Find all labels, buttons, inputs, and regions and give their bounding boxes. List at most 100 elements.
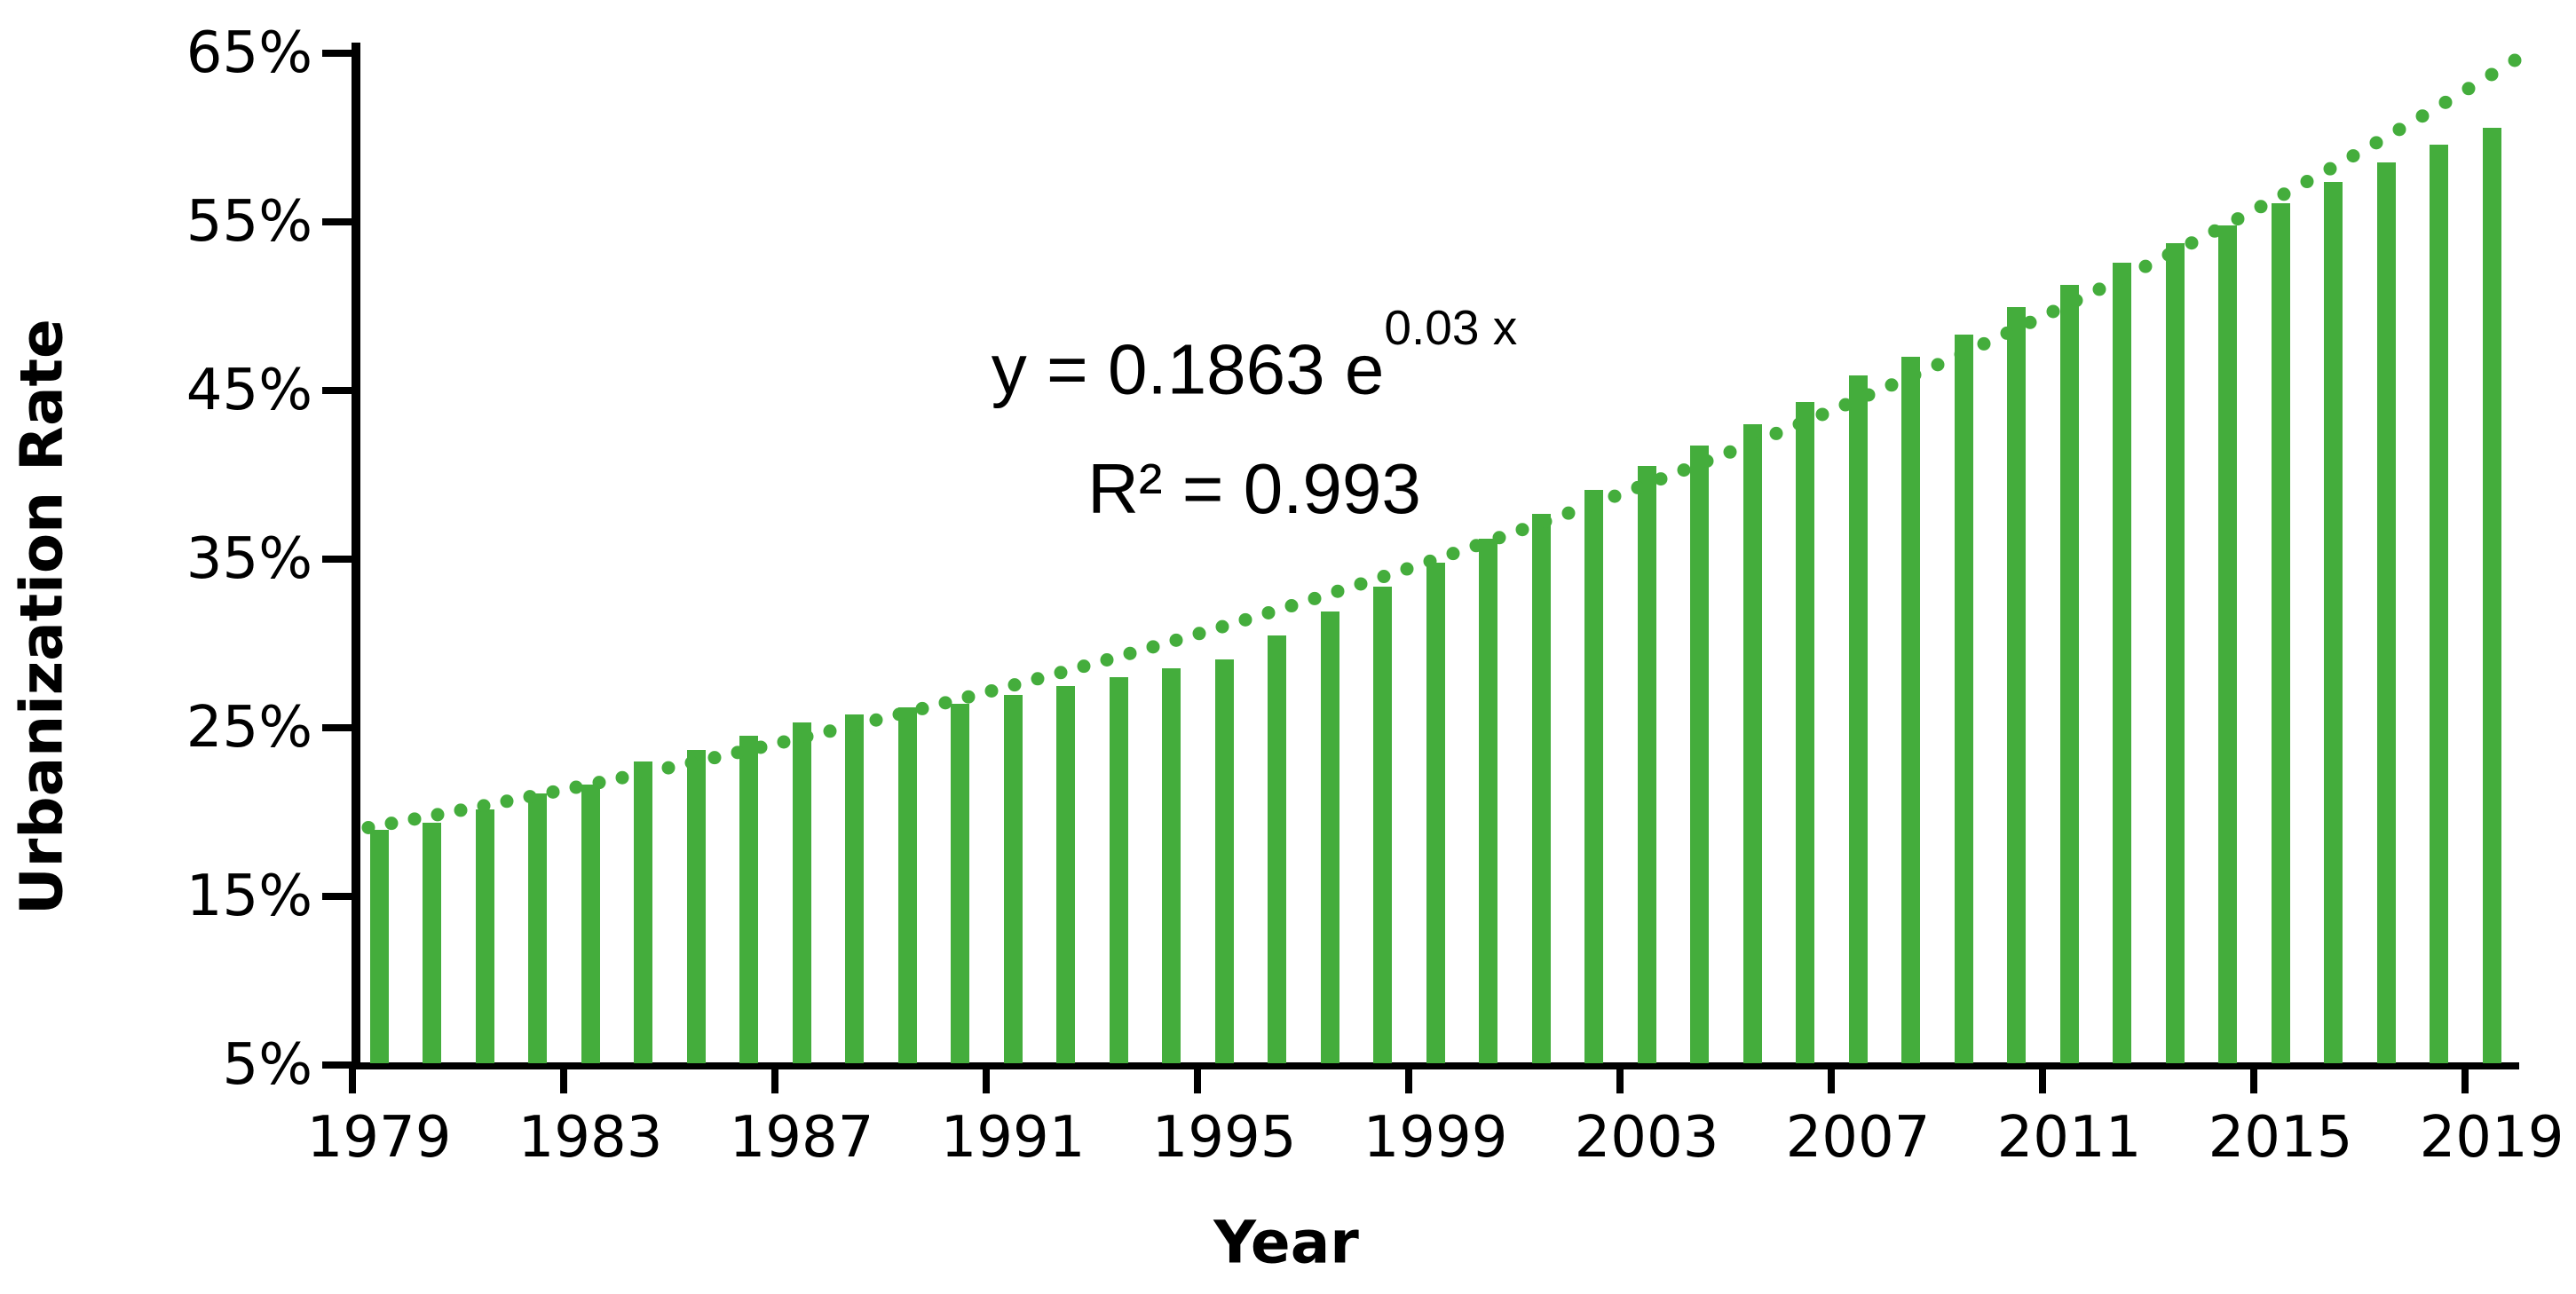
bar-2014: [2218, 225, 2237, 1063]
trendline-dot: [615, 770, 629, 785]
bar-2018: [2430, 144, 2448, 1063]
trendline-dot: [846, 719, 860, 733]
bar-1983: [581, 785, 600, 1063]
x-tick: [983, 1069, 990, 1093]
y-tick-label: 65%: [186, 20, 312, 86]
trendline-dot: [1331, 584, 1345, 598]
equation-exponent: 0.03 x: [1384, 300, 1518, 355]
trendline-dot: [1584, 498, 1599, 512]
trendline-dot: [592, 776, 606, 790]
x-tick: [349, 1069, 356, 1093]
bar-1991: [1003, 695, 1023, 1063]
y-tick: [322, 387, 352, 394]
trendline-dot: [869, 713, 883, 727]
trendline-dot: [2392, 122, 2406, 137]
x-tick-label: 2015: [2208, 1105, 2353, 1171]
x-tick: [1194, 1069, 1201, 1093]
x-tick-label: 1999: [1363, 1105, 1508, 1171]
trendline-dot: [1815, 407, 1829, 422]
bar-2016: [2324, 182, 2343, 1063]
bar-1998: [1373, 587, 1392, 1063]
trendline-dot: [2069, 294, 2083, 308]
r-squared-text: R² = 0.993: [1087, 448, 1421, 528]
trendline-dot: [1861, 388, 1876, 402]
x-tick-label: 1995: [1151, 1105, 1297, 1171]
trendline-dot: [1169, 633, 1183, 647]
bar-2011: [2059, 284, 2079, 1063]
bar-1985: [686, 749, 706, 1063]
x-tick-label: 1979: [306, 1105, 452, 1171]
bar-1993: [1109, 677, 1128, 1063]
trendline-dot: [684, 755, 699, 769]
bar-2015: [2271, 203, 2290, 1063]
x-tick: [2461, 1069, 2469, 1093]
trendline-dot: [1561, 506, 1576, 520]
trendline-dot: [407, 812, 422, 826]
trendline-dot: [1400, 562, 1414, 576]
trendline-dot: [2000, 326, 2014, 340]
trendline-dot: [1192, 627, 1206, 641]
bar-2006: [1796, 401, 1814, 1063]
x-tick: [1828, 1069, 1835, 1093]
bar-2017: [2376, 162, 2396, 1063]
trendline-dot: [984, 683, 999, 698]
x-tick: [1405, 1069, 1412, 1093]
trendline-dot: [2208, 224, 2222, 238]
bar-1997: [1320, 611, 1339, 1063]
trendline-dot: [661, 761, 676, 775]
trendline-dot: [1792, 417, 1806, 431]
trendline-dot: [1700, 454, 1714, 469]
x-tick-label: 2019: [2419, 1105, 2564, 1171]
trendline-dot: [1284, 599, 1299, 613]
trendline-dot: [961, 690, 976, 704]
trendline-dot: [1631, 480, 1645, 494]
trendline-dot: [2369, 136, 2383, 150]
bar-1992: [1056, 686, 1075, 1063]
y-tick-label: 45%: [186, 358, 312, 423]
trendline-dot: [1723, 445, 1737, 459]
bar-1989: [897, 707, 917, 1063]
x-tick-label: 2007: [1785, 1105, 1931, 1171]
trendline-dot: [1077, 659, 1091, 674]
trendline-dot: [1931, 358, 1945, 372]
trendline-dot: [1446, 547, 1460, 561]
x-tick: [1616, 1069, 1624, 1093]
trendline-dot: [707, 751, 722, 765]
x-tick: [2039, 1069, 2046, 1093]
y-tick-label: 55%: [186, 189, 312, 255]
trendline-dot: [800, 730, 814, 744]
bar-2013: [2165, 243, 2185, 1063]
y-tick-label: 15%: [186, 864, 312, 929]
bar-2007: [1848, 375, 1868, 1063]
bar-1999: [1426, 563, 1445, 1063]
trendline-dot: [2185, 236, 2199, 250]
trendline-dot: [546, 785, 560, 799]
trendline-dot: [361, 820, 375, 834]
trendline-dot: [1308, 591, 1322, 605]
trendline-dot: [823, 724, 837, 738]
trendline-dot: [1954, 347, 1968, 361]
trendline-dot: [1031, 672, 1045, 686]
x-tick-label: 2003: [1574, 1105, 1719, 1171]
bar-2001: [1531, 514, 1551, 1063]
trendline-dot: [2346, 149, 2360, 163]
bar-2012: [2113, 263, 2131, 1063]
trendline-dot: [1238, 612, 1252, 627]
trendline-dot: [2323, 162, 2337, 176]
bar-1980: [423, 822, 441, 1063]
y-tick: [322, 218, 352, 225]
trendline-dot: [1261, 605, 1276, 619]
trendline-dot: [2115, 271, 2130, 285]
bar-2004: [1690, 445, 1709, 1063]
trendline-dot: [1469, 539, 1483, 553]
trendline-dot: [2138, 259, 2153, 273]
trendline-dot: [1123, 646, 1137, 660]
trendline-dot: [477, 799, 491, 813]
y-axis-line: [352, 43, 360, 1069]
trendline-dot: [523, 790, 537, 804]
x-tick: [560, 1069, 567, 1093]
trendline-dot: [1215, 619, 1229, 634]
trendline-dot: [1654, 472, 1668, 486]
trendline-dot: [2161, 248, 2176, 262]
x-tick-label: 1983: [518, 1105, 663, 1171]
